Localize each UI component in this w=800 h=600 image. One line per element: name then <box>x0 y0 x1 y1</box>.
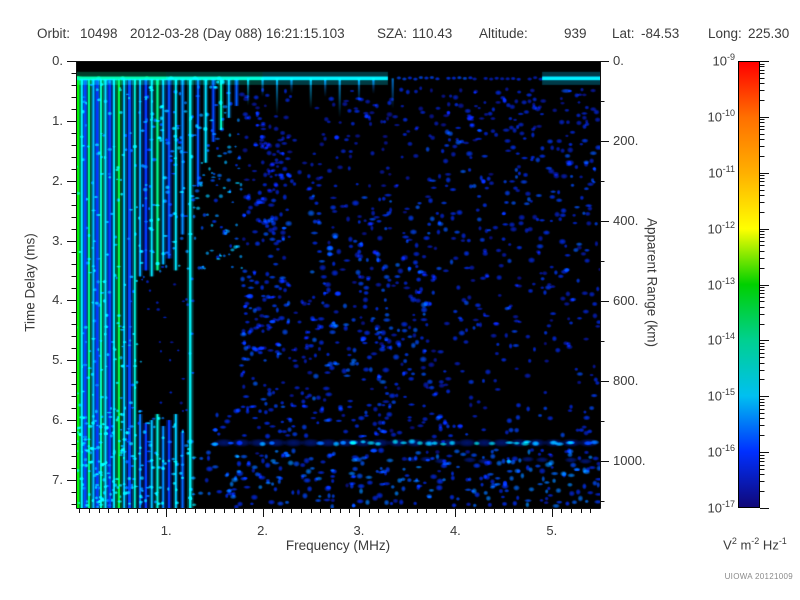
y-tick-label: 0. <box>52 53 63 68</box>
colorbar-tick-label: 10-15 <box>707 387 735 404</box>
y-tick-label: 7. <box>52 471 63 487</box>
y-tick-label: 2. <box>52 172 63 188</box>
right-tick-label: 800. <box>613 373 639 389</box>
orbit-label: Orbit: <box>37 26 71 41</box>
colorbar-tick-label: 10-17 <box>707 499 735 516</box>
x-tick-label: 1. <box>160 523 172 538</box>
x-tick-label: 3. <box>353 523 365 538</box>
colorbar-tick-label: 10-12 <box>707 219 735 236</box>
x-tick-label: 4. <box>449 523 461 538</box>
y-tick-label: 3. <box>52 232 63 248</box>
right-tick-label: 600. <box>613 293 639 309</box>
right-tick-label: 400. <box>613 213 639 229</box>
y-tick-label: 5. <box>52 352 63 368</box>
right-tick-label: 200. <box>613 133 639 149</box>
y-tick-label: 1. <box>52 112 63 128</box>
right-tick-label: 1000. <box>613 453 646 469</box>
long-value: 225.30 <box>748 26 790 41</box>
colorbar-tick-label: 10-16 <box>707 443 735 460</box>
x-axis-title: Frequency (MHz) <box>285 538 391 553</box>
colorbar <box>738 61 760 508</box>
colorbar-tick-label: 10-11 <box>708 163 735 181</box>
colorbar-tick-label: 10-9 <box>712 52 735 69</box>
x-tick-label: 5. <box>546 523 558 538</box>
lat-value: -84.53 <box>641 26 680 41</box>
sza-value: 110.43 <box>412 26 453 41</box>
colorbar-tick-label: 10-10 <box>707 107 735 125</box>
sza-label: SZA: <box>377 26 408 41</box>
right-tick-label: 0. <box>613 53 624 68</box>
altitude-label: Altitude: <box>479 26 528 41</box>
long-label: Long: <box>708 26 742 41</box>
lat-label: Lat: <box>612 26 635 41</box>
spectrogram-canvas <box>76 61 600 508</box>
y-axis-right-title: Apparent Range (km) <box>644 217 660 348</box>
colorbar-tick-label: 10-14 <box>707 331 735 348</box>
orbit-value: 10498 <box>80 26 118 41</box>
altitude-value: 939 <box>564 26 587 41</box>
x-tick-label: 2. <box>257 523 268 538</box>
datetime-value: 2012-03-28 (Day 088) 16:21:15.103 <box>130 26 345 41</box>
y-tick-label: 4. <box>52 292 63 308</box>
colorbar-unit-label: V2 m-2 Hz-1 <box>723 536 787 553</box>
colorbar-tick-label: 10-13 <box>707 275 735 292</box>
credit-text: UIOWA 20121009 <box>724 572 793 581</box>
y-axis-left-title: Time Delay (ms) <box>22 233 38 332</box>
y-tick-label: 6. <box>52 412 63 428</box>
